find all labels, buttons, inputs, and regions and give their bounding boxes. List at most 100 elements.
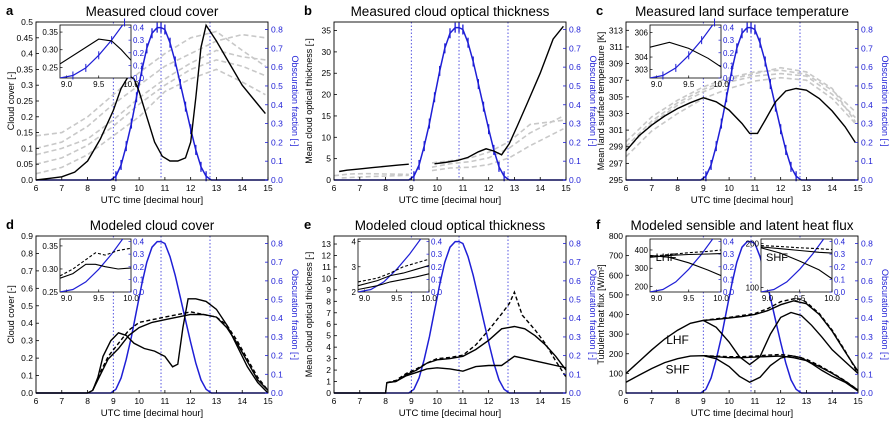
ytick-label: 303 (609, 108, 623, 118)
ytick-label: 0.5 (21, 17, 33, 27)
inset-c: 303 304 306 0.0 0.1 0.2 0.3 0.4 9.0 9.5 10.0 (635, 18, 735, 89)
y2tick-label: 0.8 (271, 25, 283, 35)
y2tick-label: 0.0 (569, 388, 581, 398)
ytick-label: 2 (326, 365, 331, 375)
inset-ytick-label: 303 (635, 65, 649, 74)
y2tick-label: 0.5 (271, 295, 283, 305)
inset-ytick-label: 304 (635, 53, 649, 62)
panel-title: Modeled sensible and latent heat flux (631, 218, 854, 233)
inset-y2tick-label: 0.0 (723, 288, 735, 297)
panel-f: f Modeled sensible and latent heat flux 0 1… (596, 217, 890, 419)
panel-title: Measured cloud cover (86, 4, 219, 19)
y2tick-label: 0.2 (861, 137, 873, 147)
x-axis-label: UTC time [decimal hour] (691, 408, 793, 419)
xtick-label: 8 (85, 396, 90, 406)
xtick-label: 9 (409, 183, 414, 193)
xtick-label: 13 (212, 396, 222, 406)
inset-y2tick-label: 0.2 (133, 263, 145, 272)
gray-series-line (625, 72, 856, 151)
y2tick-label: 0.7 (569, 257, 581, 267)
inset-y2tick-label: 0.1 (133, 275, 145, 284)
xtick-label: 15 (561, 183, 571, 193)
y2-axis-label: Obscuration fraction [-] (588, 55, 598, 146)
panel-title: Measured cloud optical thickness (351, 4, 550, 19)
ytick-label: 3 (326, 354, 331, 364)
ytick-label: 8 (326, 296, 331, 306)
y2tick-label: 0.3 (861, 332, 873, 342)
y2tick-label: 0.6 (861, 62, 873, 72)
series-line (35, 23, 266, 181)
inset-y2tick-label: 0.0 (834, 288, 846, 297)
xtick-label: 7 (357, 396, 362, 406)
xtick-label: 13 (510, 396, 520, 406)
xtick-label: 13 (212, 183, 222, 193)
ytick-label: 500 (609, 290, 623, 300)
ytick-label: 0.05 (16, 159, 33, 169)
ytick-label: 200 (609, 349, 623, 359)
y2tick-label: 0.0 (271, 388, 283, 398)
ytick-label: 600 (609, 270, 623, 280)
series-line (339, 163, 409, 173)
panel-title: Modeled cloud cover (90, 218, 215, 233)
y2tick-label: 0.6 (271, 276, 283, 286)
xtick-label: 14 (535, 183, 545, 193)
y2tick-label: 0.7 (271, 257, 283, 267)
y-axis-label: Cloud cover [-] (6, 285, 16, 344)
ytick-label: 11 (322, 262, 331, 272)
ytick-label: 30 (322, 47, 332, 57)
xtick-label: 8 (675, 183, 680, 193)
inset-xtick-label: 9.5 (391, 294, 403, 303)
gray-series-line (35, 49, 266, 156)
y2tick-label: 0.4 (271, 100, 283, 110)
xtick-label: 8 (675, 396, 680, 406)
ytick-label: 295 (609, 175, 623, 185)
inset-f-lhf: 200 300 400 0.0 0.1 0.2 0.3 0.4 9.0 9.5 10.0 LHF (635, 238, 735, 303)
inset-xtick-label: 9.0 (61, 294, 73, 303)
ytick-label: 0 (618, 388, 623, 398)
ytick-label: 300 (609, 329, 623, 339)
y2tick-label: 0.8 (271, 238, 283, 248)
xtick-label: 9 (111, 183, 116, 193)
series-line (92, 313, 269, 391)
x-axis-label: UTC time [decimal hour] (101, 408, 203, 419)
ytick-label: 307 (609, 75, 623, 85)
inset-series-line (650, 41, 721, 68)
inset-y2tick-label: 0.3 (133, 36, 145, 45)
inset-y2tick-label: 0.2 (834, 263, 846, 272)
xtick-label: 11 (458, 183, 467, 193)
ytick-label: 0.3 (21, 336, 33, 346)
inset-series-line (761, 245, 832, 251)
inset-y2tick-label: 0.1 (133, 61, 145, 70)
xtick-label: 10 (724, 396, 734, 406)
ytick-label: 0.1 (21, 143, 33, 153)
gray-series-line (431, 119, 564, 164)
inset-obscuration-line (60, 25, 124, 78)
xtick-label: 11 (750, 396, 759, 406)
ytick-label: 0.4 (21, 318, 33, 328)
y2tick-label: 0.5 (569, 295, 581, 305)
inset-y2tick-label: 0.1 (723, 275, 735, 284)
series-line (386, 325, 567, 384)
inset-y2tick-label: 0.2 (723, 49, 735, 58)
xtick-label: 11 (160, 396, 169, 406)
gray-series-line (625, 69, 856, 143)
ytick-label: 299 (609, 142, 623, 152)
gray-series-line (35, 30, 266, 137)
panel-b: b Measured cloud optical thickness 0 5 10 15 2… (304, 3, 598, 206)
y2tick-label: 0.3 (271, 332, 283, 342)
inset-ytick-label: 0.30 (42, 265, 58, 274)
y2tick-label: 0.1 (271, 156, 283, 166)
y2tick-label: 0.5 (861, 295, 873, 305)
ytick-label: 311 (609, 42, 623, 52)
ytick-label: 12 (322, 250, 332, 260)
inset-a: 0.25 0.30 0.35 0.0 0.1 0.2 0.3 0.4 9.0 9.5 10.0 (42, 18, 145, 89)
ytick-label: 313 (609, 25, 623, 35)
xtick-label: 12 (186, 396, 196, 406)
inset-series-line (761, 247, 832, 280)
y2tick-label: 0.1 (271, 369, 283, 379)
inset-a-frame (59, 24, 132, 79)
inset-f-shf: 100 200 0.0 0.1 0.2 0.3 0.4 9.0 9.5 10.0 SHF (746, 238, 846, 303)
inset-y2tick-label: 0.3 (133, 250, 145, 259)
xtick-label: 9 (701, 396, 706, 406)
